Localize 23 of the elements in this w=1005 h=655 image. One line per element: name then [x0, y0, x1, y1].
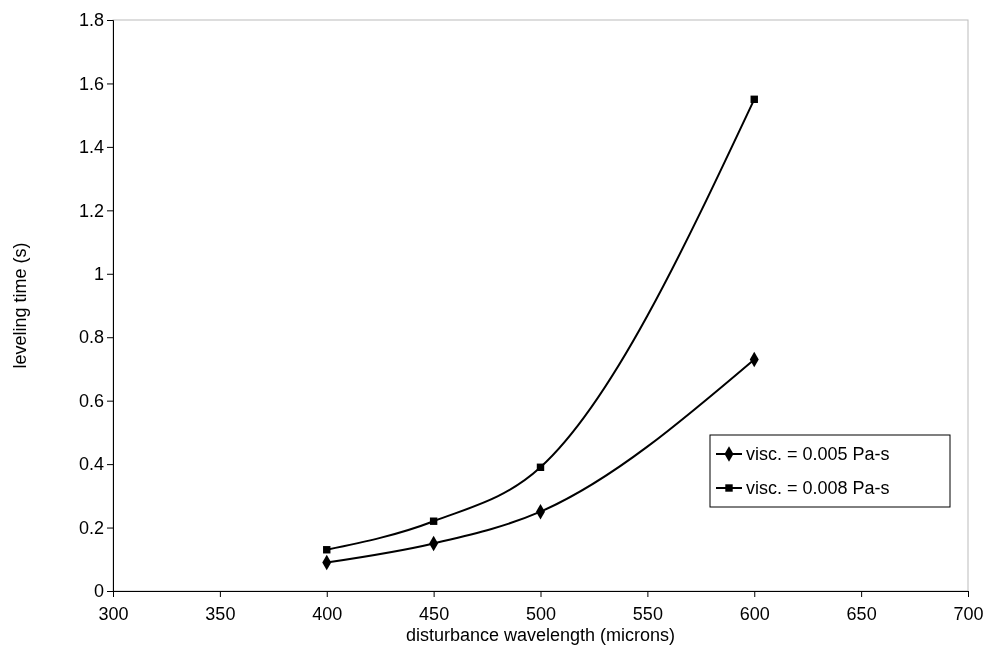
y-tick-label: 0.4: [78, 454, 104, 475]
y-tick-label: 1.4: [78, 137, 104, 158]
y-tick-label: 0.8: [78, 327, 104, 348]
x-tick-label: 650: [846, 603, 877, 624]
y-tick-label: 0: [93, 581, 104, 602]
y-tick-label: 0.2: [78, 517, 104, 538]
y-axis-title: leveling time (s): [10, 242, 30, 369]
x-tick-label: 700: [953, 603, 984, 624]
x-axis-title: disturbance wavelength (microns): [405, 625, 676, 645]
x-tick-label: 600: [739, 603, 770, 624]
y-tick-label: 0.6: [78, 390, 104, 411]
y-tick-label: 1.6: [78, 73, 104, 94]
legend-label: visc. = 0.008 Pa-s: [746, 478, 890, 498]
x-tick-label: 300: [98, 603, 129, 624]
legend-label: visc. = 0.005 Pa-s: [746, 444, 890, 464]
x-tick-label: 550: [632, 603, 663, 624]
x-tick-label: 450: [419, 603, 450, 624]
y-tick-label: 1.2: [78, 200, 104, 221]
y-tick-label: 1: [93, 264, 104, 285]
x-tick-label: 400: [312, 603, 343, 624]
x-tick-label: 500: [525, 603, 557, 624]
y-tick-label: 1.8: [78, 10, 104, 31]
x-tick-label: 350: [205, 603, 236, 624]
